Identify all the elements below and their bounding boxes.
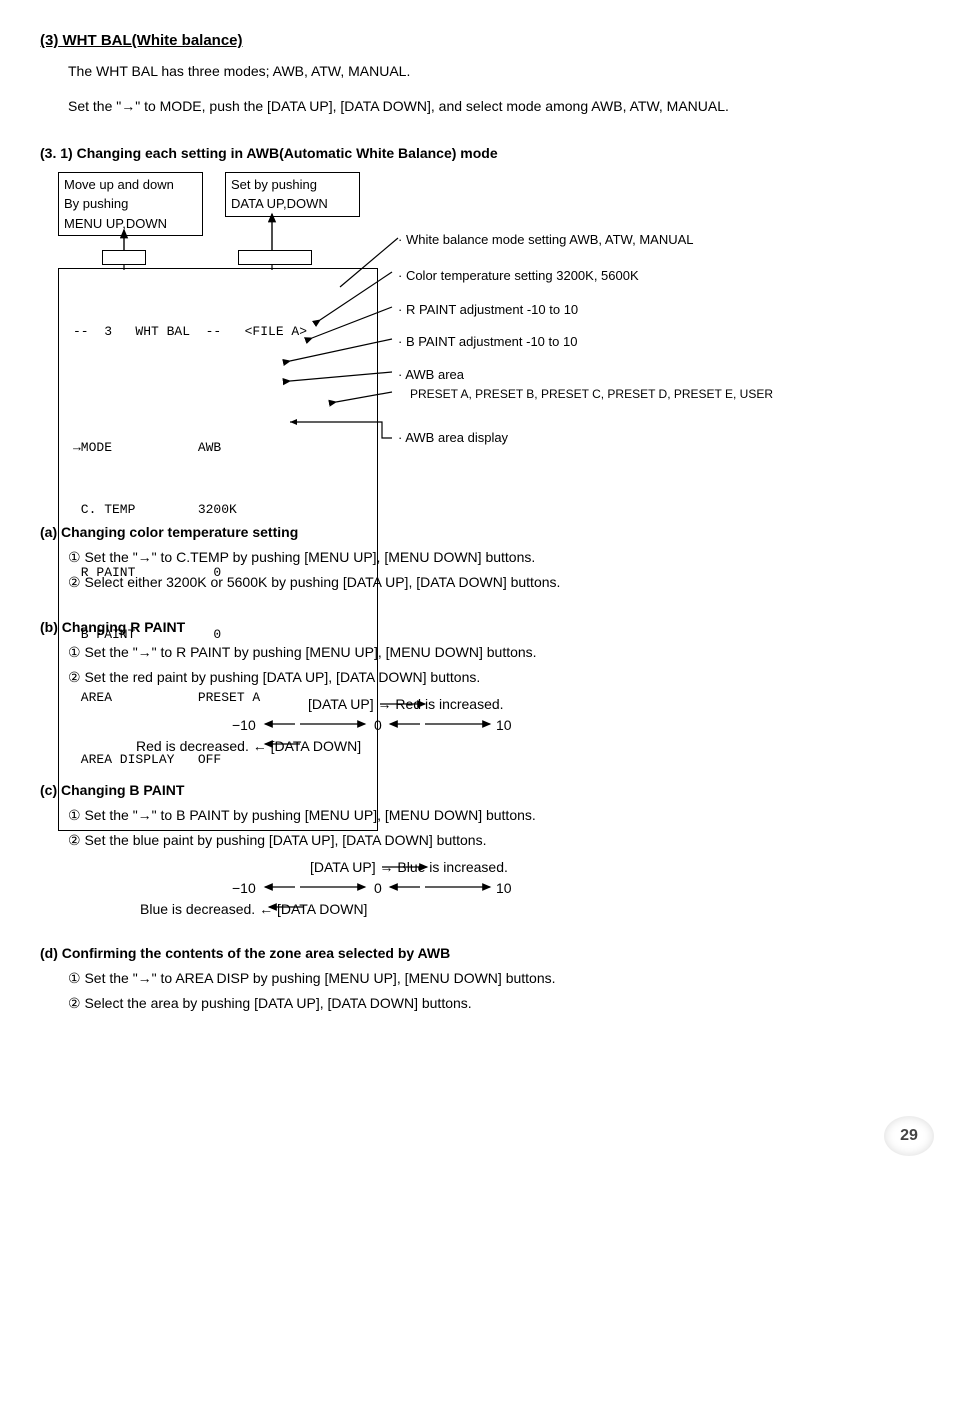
r-paint-bottom: Red is decreased. ← [DATA DOWN] [136,736,361,757]
section-intro: The WHT BAL has three modes; AWB, ATW, M… [40,61,914,117]
menu-header: -- 3 WHT BAL -- <FILE A> [73,322,363,343]
subsection-prefix: (3. 1) [40,145,73,161]
section-c-step2: ② Set the blue paint by pushing [DATA UP… [40,830,914,851]
label-awb-area: · AWB area [398,365,464,385]
b-paint-top: [DATA UP] → Blue is increased. [310,857,508,878]
intro-line-1: The WHT BAL has three modes; AWB, ATW, M… [68,61,914,82]
r-paint-right-num: 10 [496,715,512,736]
r-paint-left-num: −10 [232,715,256,736]
r-paint-diagram: [DATA UP] → Red is increased. −10 0 10 R… [160,692,914,756]
diagram-box-data-updown: Set by pushing DATA UP,DOWN [225,172,360,217]
label-awb-area-display: · AWB area display [398,428,508,448]
b-paint-bottom: Blue is decreased. ← [DATA DOWN] [140,899,367,920]
section-number: (3) [40,32,58,49]
r-paint-top: [DATA UP] → Red is increased. [308,694,504,715]
subsection-3-1-title: (3. 1) Changing each setting in AWB(Auto… [40,143,914,164]
label-r-paint: · R PAINT adjustment -10 to 10 [398,300,578,320]
box2-line1: Set by pushing [231,175,354,195]
menu-line-mode: →MODE AWB [73,438,363,459]
awb-diagram: Move up and down By pushing MENU UP,DOWN… [40,172,914,492]
section-heading: (3) WHT BAL(White balance) [40,30,914,53]
label-color-temp: · Color temperature setting 3200K, 5600K [398,266,639,286]
section-d-step2: ② Select the area by pushing [DATA UP], … [40,993,914,1014]
small-box-right [238,250,312,265]
label-b-paint: · B PAINT adjustment -10 to 10 [398,332,577,352]
page-number: 29 [900,1124,918,1148]
menu-line-rpaint: R PAINT 0 [73,563,363,584]
box1-line1: Move up and down [64,175,197,195]
menu-line-bpaint: B PAINT 0 [73,625,363,646]
menu-line-ctemp: C. TEMP 3200K [73,500,363,521]
box1-line2: By pushing [64,194,197,214]
section-title-text: WHT BAL(White balance) [63,32,243,49]
b-paint-left-num: −10 [232,878,256,899]
b-paint-mid-num: 0 [374,878,382,899]
b-paint-diagram: [DATA UP] → Blue is increased. −10 0 10 … [160,855,914,919]
small-box-left [102,250,146,265]
diagram-box-menu-updown: Move up and down By pushing MENU UP,DOWN [58,172,203,237]
section-d-step1: ① Set the "→" to AREA DISP by pushing [M… [40,968,914,989]
b-paint-right-num: 10 [496,878,512,899]
r-paint-mid-num: 0 [374,715,382,736]
page-number-badge: 29 [884,1116,934,1156]
box2-line2: DATA UP,DOWN [231,194,354,214]
section-d-head: (d) Confirming the contents of the zone … [40,943,914,964]
box1-line3: MENU UP,DOWN [64,214,197,234]
subsection-title-text: Changing each setting in AWB(Automatic W… [77,145,498,161]
label-awb-presets: PRESET A, PRESET B, PRESET C, PRESET D, … [410,385,773,403]
label-wb-mode: · White balance mode setting AWB, ATW, M… [398,230,694,250]
intro-line-2: Set the "→" to MODE, push the [DATA UP],… [68,96,914,117]
